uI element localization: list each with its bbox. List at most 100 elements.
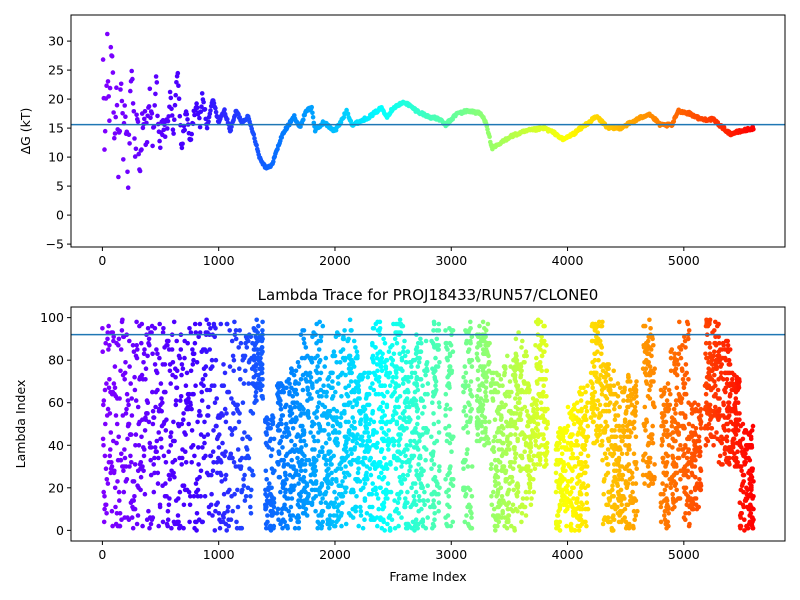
lambda-point (634, 400, 640, 406)
lambda-point (647, 474, 652, 480)
lambda-point (391, 321, 396, 327)
lambda-point (190, 443, 196, 448)
lambda-point (384, 370, 390, 376)
lambda-point (414, 468, 419, 474)
lambda-point (124, 391, 130, 397)
lambda-point (703, 443, 709, 448)
lambda-point (245, 485, 251, 491)
delta-g-point (122, 103, 127, 108)
lambda-point (252, 383, 257, 389)
lambda-point (661, 413, 667, 418)
lambda-point (660, 455, 665, 461)
lambda-point (189, 460, 194, 465)
lambda-point (221, 491, 227, 497)
lambda-point (281, 464, 287, 469)
lambda-point (517, 396, 522, 401)
lambda-panel: Lambda Trace for PROJ18433/RUN57/CLONE0 … (13, 286, 786, 584)
lambda-point (224, 528, 229, 533)
lambda-point (339, 455, 345, 461)
lambda-point (191, 351, 197, 357)
lambda-point (382, 528, 388, 533)
lambda-point (358, 377, 364, 382)
lambda-point (308, 396, 313, 401)
lambda-point (156, 455, 161, 461)
lambda-point (504, 451, 509, 457)
lambda-point (557, 506, 563, 512)
lambda-point (580, 445, 585, 450)
lambda-point (311, 434, 316, 440)
lambda-point (474, 438, 480, 444)
lambda-point (505, 491, 510, 497)
delta-g-point (125, 185, 131, 190)
lambda-point (643, 472, 649, 478)
lambda-point (135, 404, 141, 410)
lambda-point (424, 360, 430, 365)
lambda-point (156, 430, 161, 435)
lambda-point (569, 466, 574, 472)
lambda-point (297, 402, 303, 408)
lambda-point (694, 506, 700, 512)
lambda-point (208, 502, 214, 508)
lambda-point (527, 415, 532, 420)
lambda-point (386, 447, 391, 452)
lambda-point (230, 508, 235, 514)
lambda-point (692, 400, 697, 406)
lambda-point (324, 468, 330, 474)
lambda-point (603, 517, 609, 522)
lambda-point (290, 400, 296, 406)
lambda-point (161, 326, 166, 331)
lambda-point (623, 481, 629, 486)
lambda-point (237, 411, 242, 416)
lambda-point (260, 377, 265, 382)
lambda-point (314, 457, 319, 463)
lambda-point (386, 440, 392, 446)
lambda-point (557, 457, 562, 463)
lambda-point (445, 374, 450, 380)
lambda-point (669, 347, 675, 352)
lambda-point (300, 432, 306, 437)
lambda-point (141, 453, 147, 459)
lambda-point (287, 391, 292, 397)
lambda-point (114, 421, 120, 427)
lambda-point (590, 385, 595, 391)
lambda-point (533, 438, 538, 444)
delta-g-point (154, 80, 160, 85)
lambda-point (436, 419, 441, 425)
lambda-point (115, 479, 120, 484)
lambda-point (595, 426, 601, 431)
lambda-point (201, 434, 207, 440)
lambda-point (376, 474, 382, 480)
delta-g-x-tick-label: 3000 (435, 253, 467, 268)
lambda-point (367, 438, 372, 444)
lambda-point (320, 496, 325, 501)
lambda-point (711, 394, 717, 399)
lambda-point (600, 521, 606, 527)
lambda-point (165, 523, 170, 529)
lambda-point (564, 487, 569, 493)
lambda-point (369, 491, 375, 497)
lambda-point (152, 455, 157, 461)
lambda-point (443, 391, 449, 397)
lambda-point (658, 504, 664, 510)
lambda-point (479, 436, 484, 442)
lambda-point (577, 523, 583, 529)
lambda-point (395, 455, 400, 461)
lambda-point (197, 408, 202, 414)
lambda-point (114, 511, 120, 516)
lambda-point (191, 494, 197, 499)
lambda-point (464, 340, 469, 346)
lambda-point (414, 349, 420, 355)
lambda-point (185, 340, 190, 346)
lambda-point (497, 460, 503, 465)
delta-g-point (139, 147, 144, 152)
lambda-point (139, 340, 144, 346)
lambda-point (300, 372, 306, 378)
lambda-point (716, 334, 721, 340)
lambda-point (429, 457, 435, 463)
lambda-point (467, 387, 473, 393)
delta-g-point (120, 111, 125, 116)
lambda-point (196, 462, 201, 467)
lambda-point (529, 496, 534, 501)
lambda-point (661, 423, 666, 429)
